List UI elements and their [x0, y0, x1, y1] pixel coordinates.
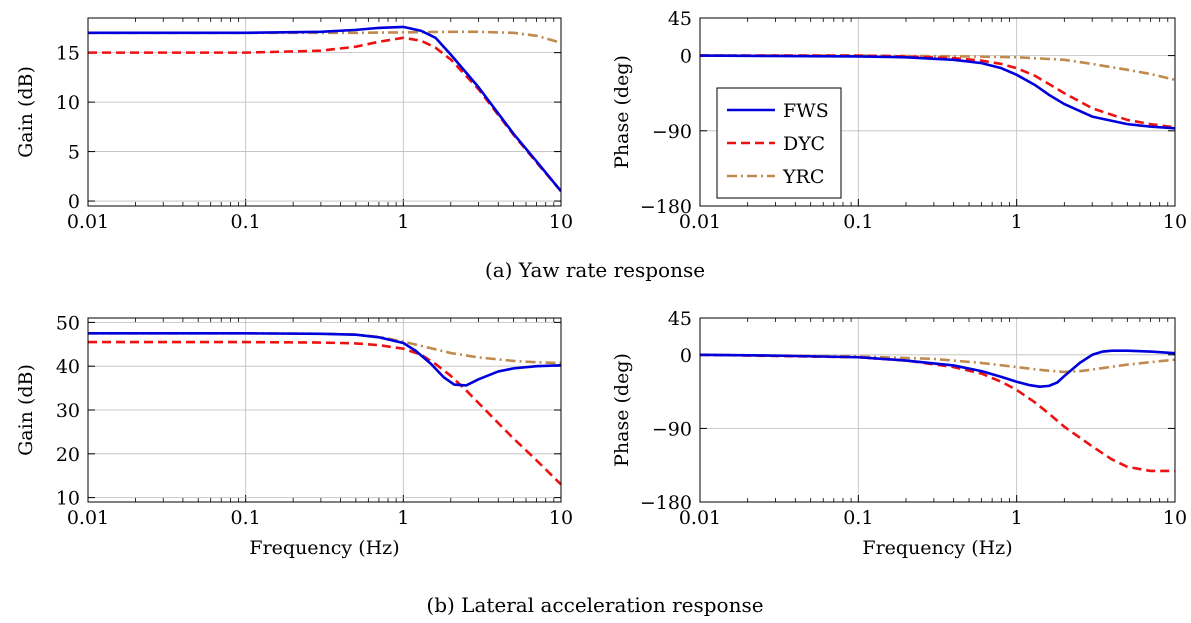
- x-tick-label: 0.1: [843, 507, 873, 529]
- plot-frame: [699, 17, 1176, 207]
- y-tick-label: −90: [652, 418, 692, 440]
- y-tick-label: 0: [68, 191, 80, 213]
- plot-frame: [87, 17, 562, 207]
- x-tick-label: 0.01: [67, 507, 109, 529]
- y-tick-label: 20: [56, 444, 80, 466]
- legend-label-dyc: DYC: [783, 133, 825, 155]
- x-axis-label: Frequency (Hz): [862, 537, 1012, 559]
- y-tick-label: 45: [668, 308, 692, 330]
- series-line-dyc: [88, 36, 561, 193]
- legend: FWS DYC YRC: [716, 87, 842, 199]
- panel-1: 0.01 0.1 1 10 0 5 10 15 Gain (dB): [15, 17, 573, 233]
- x-tick-label: 0.1: [231, 211, 261, 233]
- series-line-yrc: [88, 332, 561, 365]
- y-axis-label: Gain (dB): [15, 66, 37, 158]
- y-tick-label: 45: [668, 8, 692, 30]
- x-tick-label: 10: [549, 507, 573, 529]
- x-tick-label: 10: [1163, 211, 1187, 233]
- series-line-dyc: [88, 340, 561, 486]
- y-axis-label: Gain (dB): [15, 364, 37, 456]
- x-tick-label: 10: [549, 211, 573, 233]
- caption-b: (b) Lateral acceleration response: [426, 593, 763, 617]
- y-tick-label: −90: [652, 121, 692, 143]
- panel-4: 0.01 0.1 1 10 45 0 −90 −180 Phase (deg) Frequency…: [611, 308, 1187, 559]
- plot-frame: [699, 317, 1176, 503]
- legend-label-yrc: YRC: [782, 166, 824, 188]
- caption-a: (a) Yaw rate response: [485, 258, 705, 282]
- x-tick-label: 1: [1011, 507, 1023, 529]
- y-tick-label: 10: [56, 488, 80, 510]
- x-tick-label: 10: [1163, 507, 1187, 529]
- y-axis-label: Phase (deg): [611, 55, 633, 169]
- x-tick-label: 0.1: [843, 211, 873, 233]
- x-tick-label: 1: [1011, 211, 1023, 233]
- x-tick-label: 0.01: [679, 211, 721, 233]
- x-tick-label: 1: [397, 211, 409, 233]
- x-tick-label: 1: [397, 507, 409, 529]
- legend-box: [716, 87, 842, 199]
- series-line-fws: [88, 332, 561, 387]
- y-tick-label: 0: [680, 345, 692, 367]
- y-tick-label: 5: [68, 142, 80, 164]
- y-tick-label: 40: [56, 356, 80, 378]
- x-tick-label: 0.01: [67, 211, 109, 233]
- y-tick-label: 15: [56, 43, 80, 65]
- series-line-dyc: [700, 353, 1175, 473]
- series-line-fws: [700, 349, 1175, 388]
- y-tick-label: −180: [640, 492, 692, 514]
- x-tick-label: 0.01: [679, 507, 721, 529]
- series-line-fws: [88, 25, 561, 192]
- y-tick-label: 30: [56, 400, 80, 422]
- series-line-fws: [700, 54, 1175, 130]
- y-axis-label: Phase (deg): [611, 353, 633, 467]
- panel-2: 0.01 0.1 1 10 45 0 −90 −180 Phase (deg) FWS DYC YRC: [611, 8, 1187, 233]
- x-tick-label: 0.1: [231, 507, 261, 529]
- y-tick-label: −180: [640, 196, 692, 218]
- y-tick-label: 0: [680, 46, 692, 68]
- plot-frame: [87, 317, 562, 503]
- panel-3: 0.01 0.1 1 10 10 20 30 40 50 Gain (dB) Frequency (…: [15, 312, 573, 559]
- y-tick-label: 50: [56, 312, 80, 334]
- series-line-yrc: [700, 353, 1175, 374]
- y-tick-label: 10: [56, 92, 80, 114]
- x-axis-label: Frequency (Hz): [249, 537, 399, 559]
- legend-label-fws: FWS: [783, 100, 829, 122]
